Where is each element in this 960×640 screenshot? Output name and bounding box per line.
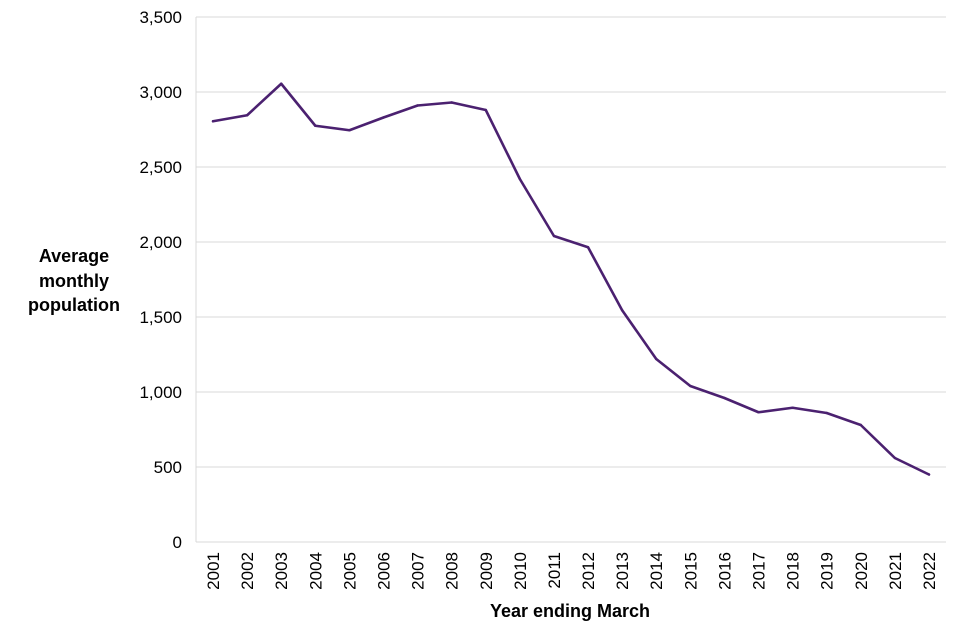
data-point (245, 114, 249, 117)
y-tick-label: 1,500 (139, 308, 182, 327)
data-point (518, 177, 522, 181)
x-tick-label: 2005 (340, 552, 359, 590)
y-tick-label: 1,000 (139, 383, 182, 402)
x-tick-label: 2022 (920, 552, 939, 590)
data-point (450, 101, 453, 104)
x-tick-label: 2008 (443, 552, 462, 590)
data-point (382, 116, 385, 119)
series (211, 82, 931, 476)
data-point (348, 129, 351, 132)
x-tick-label: 2004 (306, 552, 325, 590)
y-tick-label: 2,000 (139, 233, 182, 252)
data-point (484, 108, 487, 112)
x-axis-title: Year ending March (490, 601, 650, 621)
data-point (927, 473, 931, 476)
axes (195, 17, 946, 543)
y-tick-label: 500 (154, 458, 182, 477)
data-point (757, 411, 760, 414)
x-tick-labels: 2001 2002 2003 2004 2005 2006 2007 2008 2009 2010… (204, 552, 939, 590)
x-tick-label: 2017 (750, 552, 769, 590)
x-tick-label: 2012 (579, 552, 598, 590)
data-point (416, 104, 419, 107)
data-point (791, 406, 794, 409)
data-point (280, 82, 283, 85)
y-tick-label: 3,000 (139, 83, 182, 102)
series-line-0 (211, 82, 931, 476)
x-tick-label: 2018 (784, 552, 803, 590)
data-point (314, 124, 317, 127)
y-axis-title-line-1: Average (39, 246, 109, 266)
x-tick-label: 2016 (715, 552, 734, 590)
x-tick-label: 2002 (238, 552, 257, 590)
x-tick-label: 2009 (477, 552, 496, 590)
data-point (552, 234, 556, 238)
data-point (211, 120, 215, 123)
x-tick-label: 2020 (852, 552, 871, 590)
data-point (859, 423, 862, 427)
data-point (655, 357, 658, 361)
y-axis-title-line-2: monthly (39, 271, 109, 291)
x-tick-label: 2019 (818, 552, 837, 590)
data-point (723, 396, 726, 400)
x-tick-label: 2010 (511, 552, 530, 590)
data-point (689, 384, 692, 388)
x-tick-label: 2011 (545, 552, 564, 589)
data-point (620, 309, 624, 312)
x-tick-label: 2021 (886, 552, 905, 590)
y-tick-label: 2,500 (139, 158, 182, 177)
y-tick-label: 3,500 (139, 8, 182, 27)
x-tick-label: 2007 (409, 552, 428, 590)
y-axis-title-line-3: population (28, 295, 120, 315)
x-tick-label: 2001 (204, 552, 223, 590)
x-tick-label: 2003 (272, 552, 291, 590)
gridlines (196, 16, 946, 468)
y-tick-labels: 0 500 1,000 1,500 2,000 2,500 3,000 3,500 (139, 8, 182, 552)
y-tick-label: 0 (173, 533, 182, 552)
x-tick-label: 2014 (647, 552, 666, 590)
x-tick-label: 2006 (375, 552, 394, 590)
data-point (893, 456, 897, 460)
data-point (586, 246, 590, 249)
x-tick-label: 2013 (613, 552, 632, 590)
x-tick-label: 2015 (681, 552, 700, 590)
data-point (825, 411, 828, 415)
